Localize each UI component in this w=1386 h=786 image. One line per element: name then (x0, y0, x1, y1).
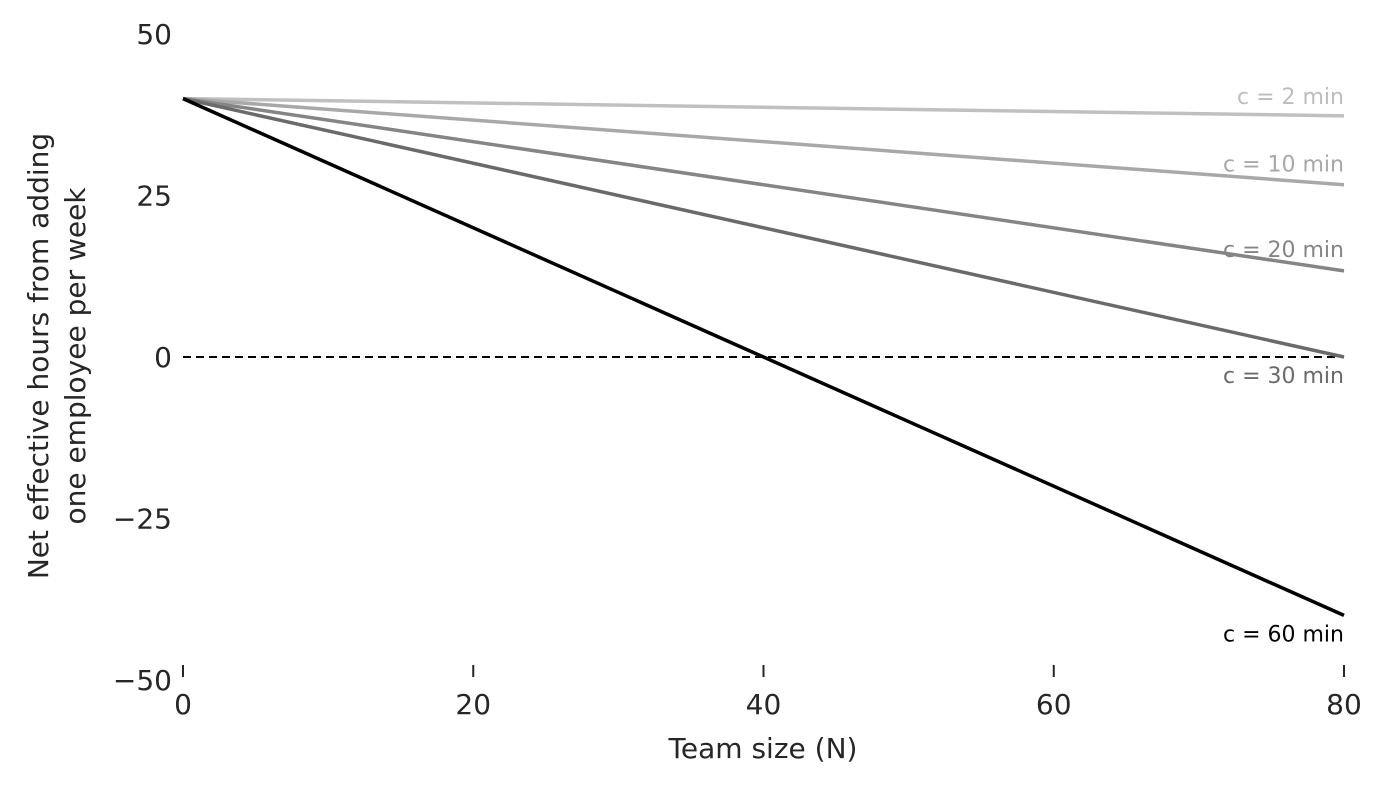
y-axis-ticks: 50 25 0 −25 −50 (113, 18, 172, 697)
y-tick-label: 25 (136, 180, 172, 213)
plot-area: c = 2 min c = 10 min c = 20 min c = 30 min c… (182, 85, 1345, 647)
y-tick-label: 0 (154, 341, 172, 374)
series-label: c = 10 min (1223, 153, 1344, 178)
x-axis-ticks: 0 20 40 60 80 (174, 665, 1362, 721)
svg-text:Net effective hours from addin: Net effective hours from adding (22, 133, 55, 579)
x-tick-label: 80 (1326, 688, 1362, 721)
series-line-60min (182, 97, 1345, 617)
series-label: c = 2 min (1237, 85, 1344, 110)
x-tick-label: 40 (746, 688, 782, 721)
x-tick-label: 20 (455, 688, 491, 721)
y-axis-label: Net effective hours from adding one empl… (22, 133, 92, 579)
y-tick-label: −50 (113, 664, 172, 697)
svg-text:one employee per week: one employee per week (59, 187, 92, 525)
x-tick-label: 0 (174, 688, 192, 721)
series-line-2min (182, 96, 1345, 118)
y-tick-label: −25 (113, 503, 172, 536)
series-label: c = 20 min (1223, 238, 1344, 263)
series-label: c = 30 min (1223, 364, 1344, 389)
series-line-30min (182, 96, 1345, 359)
x-axis-label: Team size (N) (668, 732, 858, 765)
series-label: c = 60 min (1223, 622, 1344, 647)
x-tick-label: 60 (1036, 688, 1072, 721)
series-line-20min (182, 96, 1345, 273)
y-tick-label: 50 (136, 18, 172, 51)
series-line-10min (182, 96, 1345, 187)
